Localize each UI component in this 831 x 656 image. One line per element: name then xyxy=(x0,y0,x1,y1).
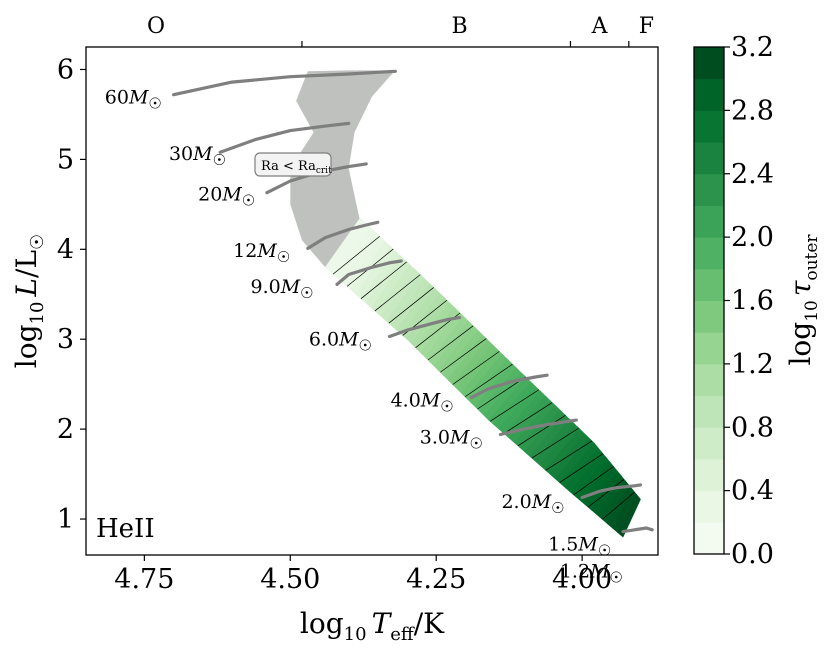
spectral-class-label: O xyxy=(147,14,165,39)
track-label: 60M☉ xyxy=(105,86,162,112)
x-tick-label: 4.75 xyxy=(114,564,174,595)
track-line xyxy=(172,69,397,97)
evolution-tracks xyxy=(172,69,654,534)
ra-annotation-box xyxy=(254,152,332,177)
x-tick-label: 4.50 xyxy=(260,564,320,595)
spectral-class-label: F xyxy=(639,14,654,39)
colorbar-bin xyxy=(694,110,724,143)
track-label: 12M☉ xyxy=(233,240,290,266)
hatch-line xyxy=(587,479,625,508)
colorbar-tick-label: 2.8 xyxy=(731,95,774,126)
track-line xyxy=(335,259,403,286)
track-label: 1.2M☉ xyxy=(560,560,623,586)
hatch-line xyxy=(452,351,500,385)
colorbar-bin xyxy=(694,47,724,80)
colorbar-bin xyxy=(694,427,724,460)
y-tick-label: 1 xyxy=(57,504,74,535)
hatch-line xyxy=(503,402,553,434)
colorbar-tick-label: 1.2 xyxy=(731,349,774,380)
colorbar-bin xyxy=(694,363,724,397)
x-tick-label: 4.25 xyxy=(406,564,466,595)
colorbar-tick-label: 3.2 xyxy=(731,32,774,63)
track-label: 4.0M☉ xyxy=(391,389,454,415)
colorbar-bin xyxy=(694,522,724,555)
colorbar-tick-label: 2.4 xyxy=(731,159,774,190)
ra-annotation: Ra < Racrit xyxy=(254,152,332,177)
colorbar-bin xyxy=(694,78,724,111)
colorbar-bin xyxy=(694,300,724,333)
colorbar-bin xyxy=(694,205,724,238)
colorbar-bin xyxy=(694,490,724,523)
colorbar-bin xyxy=(694,142,724,175)
track-line xyxy=(218,121,351,154)
track-label: 3.0M☉ xyxy=(420,426,483,452)
hatch-line xyxy=(388,287,434,324)
colorbar-bin xyxy=(694,268,724,301)
hatch-line xyxy=(489,389,540,422)
y-tick-label: 5 xyxy=(57,144,74,175)
track-line xyxy=(498,418,578,437)
ra-annotation-text: Ra < Ra xyxy=(261,159,316,174)
track-line xyxy=(621,526,654,534)
track-line xyxy=(580,483,643,500)
colorbar-bin xyxy=(694,332,724,365)
hatch-line xyxy=(360,261,407,299)
panel-label: HeII xyxy=(96,514,155,544)
y-tick-label: 6 xyxy=(57,54,74,85)
ra-annotation-sub: crit xyxy=(316,166,332,176)
hatch-line xyxy=(374,274,421,312)
colorbar-ticks: 0.0 0.4 0.8 1.2 1.6 2.0 2.4 2.8 3.2 xyxy=(724,32,774,570)
track-label: 30M☉ xyxy=(169,143,226,169)
hatch-line xyxy=(440,338,487,373)
hatch-line xyxy=(332,235,380,275)
spectral-class-label: A xyxy=(591,14,609,39)
colorbar-tick-label: 1.6 xyxy=(731,286,774,317)
track-label: 6.0M☉ xyxy=(309,328,372,354)
hatch-line xyxy=(477,376,526,410)
colorbar-tick-label: 0.4 xyxy=(731,476,774,507)
colorbar-title: log10τouter xyxy=(784,234,822,366)
hatch-line xyxy=(559,453,604,483)
hatch-line xyxy=(427,325,474,361)
colorbar-tick-label: 0.8 xyxy=(731,412,774,443)
y-tick-label: 3 xyxy=(57,324,74,355)
y-tick-label: 4 xyxy=(57,234,74,265)
colorbar xyxy=(694,47,724,555)
y-tick-label: 2 xyxy=(57,414,74,445)
y-axis-ticks: 1 2 3 4 5 6 xyxy=(57,54,86,535)
track-label: 2.0M☉ xyxy=(501,491,564,517)
colorbar-tick-label: 0.0 xyxy=(731,539,774,570)
track-line xyxy=(387,316,462,339)
hatch-line xyxy=(573,466,614,496)
band-slice xyxy=(617,494,641,538)
hatch-line xyxy=(545,440,593,471)
hatch-lines xyxy=(332,235,635,520)
track-line xyxy=(306,220,380,250)
x-axis-title: log10 Teff/K xyxy=(300,607,445,645)
hatch-line xyxy=(464,363,513,398)
colorbar-bin xyxy=(694,237,724,270)
colorbar-bin xyxy=(694,395,724,428)
track-labels: 60M☉ 30M☉ 20M☉ 12M☉ 9.0M☉ 6.0M☉ 4.0M☉ 3.0M☉ 2.0M… xyxy=(105,86,623,586)
spectral-class-label: B xyxy=(451,14,467,39)
data-regions xyxy=(290,70,641,538)
svg-text:Ra < Racrit: Ra < Racrit xyxy=(261,159,332,176)
hatch-line xyxy=(602,491,635,520)
plot-frame xyxy=(85,46,659,556)
colorbar-bin xyxy=(694,458,724,492)
track-line xyxy=(469,373,549,400)
y-axis-title: log10L/L☉ xyxy=(10,234,48,368)
track-label: 9.0M☉ xyxy=(250,276,313,302)
track-label: 20M☉ xyxy=(198,184,255,210)
hatch-line xyxy=(531,427,579,459)
colorbar-bin xyxy=(694,173,724,206)
x-axis-ticks: 4.75 4.50 4.25 4.00 xyxy=(114,555,612,595)
x-tick-label: 4.00 xyxy=(552,564,612,595)
hatch-line xyxy=(517,415,566,447)
colorbar-tick-label: 2.0 xyxy=(731,222,774,253)
